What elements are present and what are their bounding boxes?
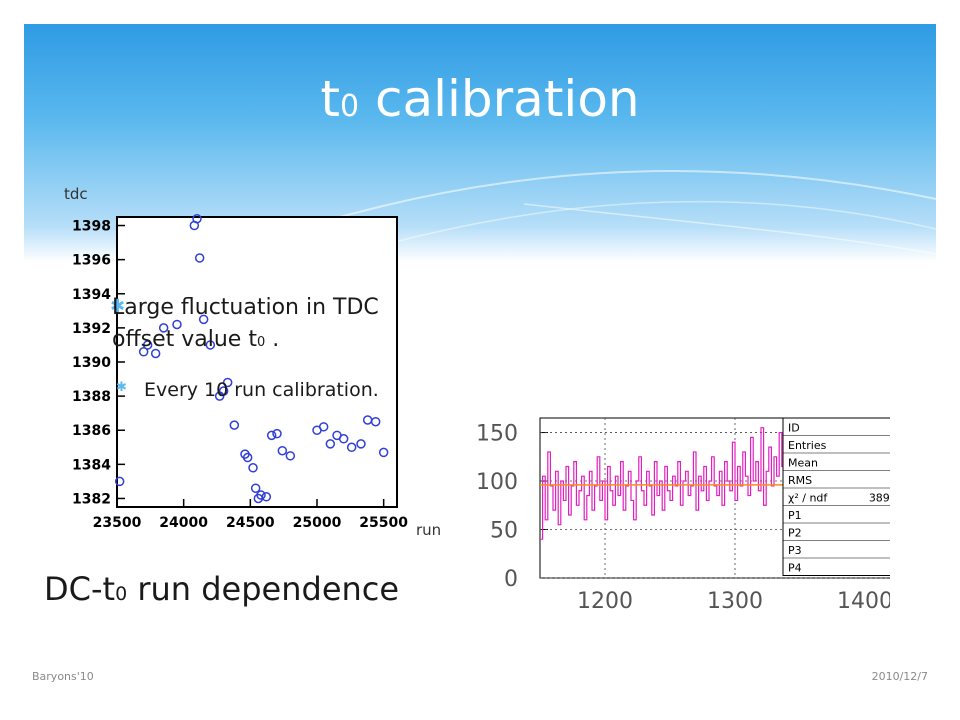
footer-left: Baryons'10: [32, 670, 94, 683]
data-point: [205, 340, 216, 350]
x-axis-label: run: [416, 521, 441, 535]
stats-box: [782, 417, 890, 576]
x-tick-label: 1200: [577, 589, 633, 614]
star-icon: ✱: [116, 380, 127, 395]
y-axis-label: tdc: [64, 185, 88, 203]
stats-key: Entries: [788, 439, 827, 452]
data-point: [346, 442, 357, 453]
x-tick-label: 24500: [226, 515, 275, 531]
y-tick-label: 1386: [72, 423, 111, 439]
data-point: [338, 434, 349, 444]
stats-key: RMS: [788, 474, 812, 487]
y-tick-label: 1396: [72, 253, 111, 269]
caption-main: DC-t: [44, 570, 116, 608]
data-point: [277, 445, 288, 456]
data-point: [242, 452, 253, 463]
data-point: [370, 416, 381, 427]
data-point: [198, 314, 209, 325]
data-point: [285, 451, 296, 461]
title-main: t: [320, 70, 340, 128]
bullet-1: Large fluctuation in TDC offset value t0…: [112, 292, 452, 359]
data-point: [172, 319, 182, 330]
y-tick-label: 0: [504, 567, 518, 592]
stats-key: ID: [788, 422, 800, 435]
y-tick-label: 1388: [72, 389, 111, 405]
x-tick-label: 1300: [707, 589, 763, 614]
x-tick-label: 24000: [159, 515, 208, 531]
data-point: [192, 213, 202, 224]
bullet-1-line-2: offset value t0 .: [112, 324, 452, 359]
data-point: [218, 386, 229, 396]
data-point: [114, 476, 125, 487]
data-point: [158, 323, 169, 333]
title-subscript: 0: [339, 89, 360, 124]
data-point: [356, 439, 366, 449]
data-point: [261, 492, 272, 502]
y-tick-label: 1390: [72, 355, 111, 371]
x-tick-label: 1400: [837, 589, 890, 614]
data-point: [325, 439, 336, 449]
y-tick-label: 100: [476, 470, 518, 495]
stats-value: 389.0 / 96: [869, 492, 890, 505]
stats-key: P4: [788, 562, 802, 575]
data-point: [150, 348, 161, 359]
stats-key: P1: [788, 509, 802, 522]
title-rest: calibration: [359, 70, 640, 128]
x-tick-label: 25500: [359, 515, 408, 531]
y-tick-label: 1394: [72, 287, 111, 303]
data-point: [138, 347, 149, 357]
stats-key: Mean: [788, 457, 818, 470]
bullet-1-text: offset value t: [112, 327, 257, 352]
slide-title: t0 calibration: [0, 64, 960, 142]
caption: DC-t0 run dependence: [44, 567, 399, 616]
data-point: [378, 447, 389, 458]
bullet-1-line-1: Large fluctuation in TDC: [112, 295, 379, 320]
x-tick-label: 25000: [293, 515, 342, 531]
stats-key: P3: [788, 544, 802, 557]
data-point: [250, 483, 261, 493]
star-icon: ✱: [110, 296, 126, 317]
y-tick-label: 50: [490, 519, 518, 544]
data-point: [318, 422, 329, 432]
bullet-1-end: .: [265, 327, 280, 352]
caption-subscript: 0: [115, 583, 128, 605]
tdc-histogram-chart: 050100150120013001400ID4094Entries23887M…: [476, 417, 890, 614]
y-tick-label: 1382: [72, 491, 111, 507]
y-tick-label: 1398: [72, 219, 111, 235]
y-tick-label: 1392: [72, 321, 111, 337]
bullet-2: Every 10 run calibration.: [144, 379, 379, 401]
y-tick-label: 150: [476, 422, 518, 447]
stats-key: P2: [788, 527, 802, 540]
data-point: [256, 490, 266, 500]
x-tick-label: 23500: [93, 515, 142, 531]
data-point: [222, 377, 233, 388]
plot-frame: [116, 216, 398, 508]
y-tick-label: 1384: [72, 457, 111, 473]
footer-right: 2010/12/7: [871, 670, 928, 683]
data-point: [272, 428, 282, 439]
stats-key: χ² / ndf: [788, 492, 828, 505]
data-point: [142, 340, 153, 350]
data-point: [229, 420, 240, 430]
data-point: [194, 253, 205, 263]
data-point: [248, 463, 258, 473]
data-point: [266, 430, 277, 441]
tdc-scatter-chart: 23500 24000 24500 25000 25500 1382 1384 1386 138…: [64, 185, 441, 535]
caption-rest: run dependence: [127, 570, 400, 608]
bullet-1-subscript: 0: [256, 335, 266, 350]
